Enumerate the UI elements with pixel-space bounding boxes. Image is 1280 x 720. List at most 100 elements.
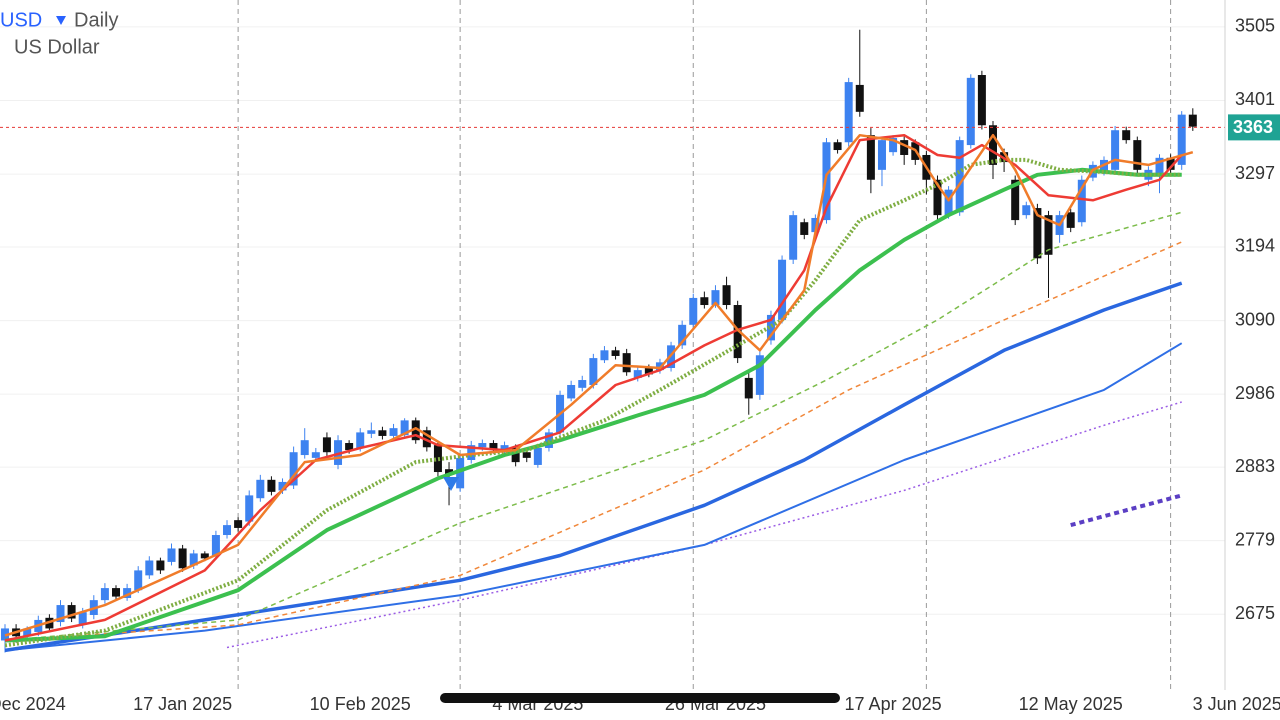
candle-body <box>134 570 143 591</box>
plot-area <box>0 29 1225 653</box>
candle-body <box>711 290 720 306</box>
candle-body <box>300 440 309 456</box>
candle-body <box>789 215 798 260</box>
scrollbar[interactable] <box>440 693 840 703</box>
candle-body <box>478 443 487 448</box>
candle-body <box>1033 208 1042 259</box>
candle-body <box>578 380 587 388</box>
candle-body <box>700 297 709 306</box>
candle-body <box>23 628 32 637</box>
candle-body <box>456 457 465 489</box>
candle-body <box>633 370 642 378</box>
candle-body <box>211 535 220 556</box>
candle-body <box>722 285 731 306</box>
moving-average <box>4 281 1183 653</box>
candle-body <box>178 548 187 569</box>
moving-average <box>4 167 1182 643</box>
candle-body <box>811 217 820 233</box>
interval[interactable]: Daily <box>74 9 118 31</box>
grid <box>0 0 1225 690</box>
candle-body <box>234 520 243 528</box>
candle-body <box>644 368 653 375</box>
symbol[interactable]: USD <box>0 9 42 31</box>
candle-body <box>567 384 576 399</box>
y-tick-label: 2779 <box>1235 529 1275 549</box>
candle-body <box>345 443 354 451</box>
candle-body <box>678 324 687 346</box>
candle-body <box>533 447 542 465</box>
y-tick-label: 3505 <box>1235 16 1275 36</box>
candle-body <box>334 440 343 465</box>
candle-body <box>855 84 864 112</box>
candle-body <box>1011 179 1020 221</box>
candle-body <box>877 140 886 170</box>
moving-average <box>4 241 1183 642</box>
y-tick-label: 3194 <box>1235 236 1275 256</box>
x-tick-label: 12 May 2025 <box>1019 694 1123 714</box>
candle-body <box>367 430 376 434</box>
candle-body <box>600 350 609 361</box>
candle-body <box>422 430 431 448</box>
candle-body <box>278 481 287 491</box>
candle-body <box>411 420 420 441</box>
candle-body <box>1188 114 1197 127</box>
instrument-name: US Dollar <box>14 36 100 58</box>
y-tick-label: 2883 <box>1235 456 1275 476</box>
candle-body <box>1177 114 1186 165</box>
candle-body <box>744 377 753 399</box>
signal-marker <box>443 477 459 491</box>
candle-body <box>966 77 975 146</box>
candle-body <box>944 189 953 216</box>
x-tick-label: 3 Jun 2025 <box>1193 694 1280 714</box>
candle-body <box>223 525 232 536</box>
candle-body <box>389 428 398 436</box>
dropdown-icon[interactable] <box>56 16 66 25</box>
candle-body <box>988 125 997 165</box>
candle-body <box>489 443 498 451</box>
candle-body <box>356 432 365 448</box>
candle-body <box>56 605 65 623</box>
candle-body <box>833 142 842 151</box>
candle-body <box>289 452 298 486</box>
y-tick-label: 2675 <box>1235 603 1275 623</box>
x-tick-label: 17 Jan 2025 <box>133 694 232 714</box>
x-tick-label: 10 Feb 2025 <box>310 694 411 714</box>
candle-body <box>200 553 209 559</box>
candle-body <box>511 447 520 463</box>
moving-average <box>4 157 1182 648</box>
candle-body <box>67 605 76 619</box>
candle-body <box>955 140 964 213</box>
moving-average <box>1070 493 1183 528</box>
moving-average <box>226 401 1182 649</box>
candle-body <box>933 179 942 216</box>
candle-body <box>844 82 853 143</box>
candle-body <box>500 445 509 453</box>
candle-body <box>433 445 442 473</box>
candle-body <box>889 138 898 153</box>
candle-body <box>900 140 909 155</box>
candle-body <box>256 479 265 499</box>
candle-body <box>467 445 476 460</box>
candle-body <box>445 469 454 475</box>
y-tick-label: 3297 <box>1235 163 1275 183</box>
candle-body <box>611 350 620 356</box>
candle-body <box>245 495 254 522</box>
last-price-label: 3363 <box>1233 117 1273 137</box>
x-tick-label: Dec 2024 <box>0 694 66 714</box>
candle-body <box>1133 140 1142 170</box>
candle-body <box>689 297 698 325</box>
candle-body <box>733 305 742 359</box>
x-tick-label: 17 Apr 2025 <box>845 694 942 714</box>
last-price-box <box>1228 114 1280 141</box>
candle-body <box>1066 212 1075 228</box>
candle-body <box>622 353 631 373</box>
candle-body <box>1044 215 1053 255</box>
candle-body <box>755 355 764 395</box>
y-tick-label: 2986 <box>1235 383 1275 403</box>
candle-body <box>1166 157 1175 170</box>
candle-body <box>167 548 176 562</box>
candle-body <box>112 588 121 597</box>
candle-body <box>400 420 409 436</box>
